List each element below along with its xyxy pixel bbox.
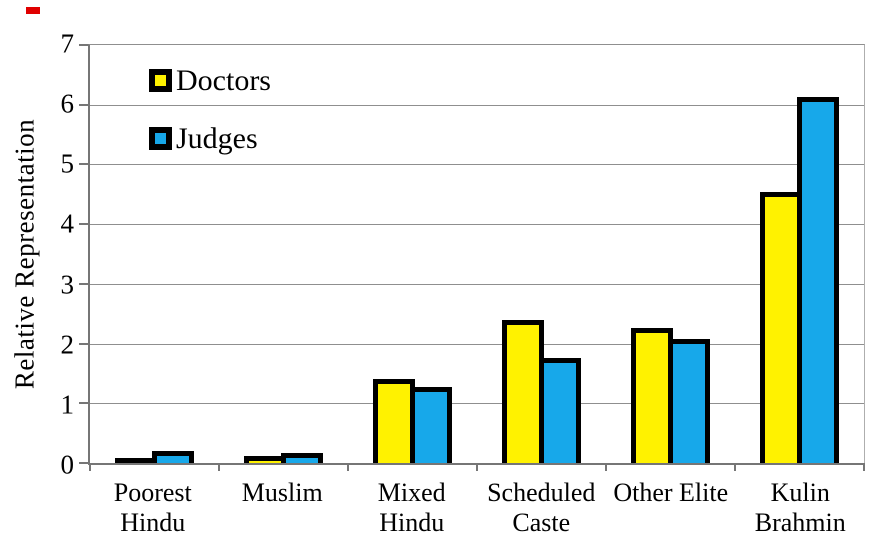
bar-judges-5 xyxy=(796,97,839,463)
bar-judges-4 xyxy=(667,338,710,463)
y-tick-mark-5 xyxy=(79,163,88,166)
y-tick-mark-2 xyxy=(79,342,88,345)
category-label-2: Mixed Hindu xyxy=(377,478,446,537)
x-tick-mark-3 xyxy=(476,463,478,471)
legend-item-judges: Judges xyxy=(149,121,271,155)
y-axis-tick-labels: 0 1 2 3 4 5 6 7 xyxy=(0,30,75,478)
gridline-y-2 xyxy=(90,343,864,345)
bar-doctors-3 xyxy=(501,319,544,463)
x-tick-mark-5 xyxy=(734,463,736,471)
x-tick-mark-1 xyxy=(217,463,220,471)
y-tick-label-5: 5 xyxy=(60,148,75,179)
bar-group-muslim xyxy=(219,45,348,463)
y-tick-mark-4 xyxy=(79,223,88,226)
gridline-y-6 xyxy=(90,104,864,106)
category-label-5: Kulin Brahmin xyxy=(754,478,846,537)
y-tick-mark-0 xyxy=(79,462,88,464)
y-tick-label-7: 7 xyxy=(60,28,75,59)
bar-judges-2 xyxy=(409,386,452,463)
plot-area xyxy=(79,44,865,471)
category-label-1: Muslim xyxy=(241,478,323,507)
x-tick-mark-4 xyxy=(604,463,607,471)
bar-doctors-1 xyxy=(243,455,286,463)
bar-group-mixed-hindu xyxy=(348,45,477,463)
category-label-0: Poorest Hindu xyxy=(113,478,192,537)
y-tick-label-6: 6 xyxy=(60,88,75,119)
x-tick-mark-0 xyxy=(89,463,91,471)
legend-swatch-doctors-icon xyxy=(149,69,172,92)
bar-doctors-5 xyxy=(759,192,802,463)
bar-group-scheduled-caste xyxy=(477,45,606,463)
bar-judges-1 xyxy=(280,453,323,463)
bar-judges-0 xyxy=(151,450,194,463)
x-tick-mark-6 xyxy=(863,463,865,471)
legend-swatch-judges-icon xyxy=(149,127,172,150)
y-tick-mark-3 xyxy=(79,282,88,285)
legend-label-judges: Judges xyxy=(176,121,258,155)
legend-item-doctors: Doctors xyxy=(149,63,271,97)
bar-doctors-4 xyxy=(630,328,673,463)
category-label-3: Scheduled Caste xyxy=(487,478,596,537)
y-tick-mark-1 xyxy=(79,402,88,405)
category-label-4: Other Elite xyxy=(613,478,729,507)
y-tick-label-4: 4 xyxy=(60,208,75,239)
y-tick-mark-6 xyxy=(79,103,88,106)
y-tick-mark-7 xyxy=(79,44,88,46)
bar-doctors-2 xyxy=(372,378,415,463)
bar-group-other-elite xyxy=(606,45,735,463)
gridline-y-4 xyxy=(90,224,864,226)
legend: Doctors Judges xyxy=(149,63,271,184)
y-tick-label-0: 0 xyxy=(60,449,75,480)
gridline-y-3 xyxy=(90,283,864,285)
bar-judges-3 xyxy=(538,358,581,463)
x-tick-mark-2 xyxy=(346,463,349,471)
y-tick-label-2: 2 xyxy=(60,329,75,360)
bar-group-poorest-hindu xyxy=(90,45,219,463)
gridline-y-1 xyxy=(90,403,864,405)
gridline-y-5 xyxy=(90,164,864,166)
red-corner-mark xyxy=(26,7,40,14)
legend-label-doctors: Doctors xyxy=(176,63,271,97)
y-tick-label-1: 1 xyxy=(60,389,75,420)
bar-group-kulin-brahmin xyxy=(735,45,864,463)
bar-doctors-0 xyxy=(114,457,157,463)
x-axis-category-labels: Poorest Hindu Muslim Mixed Hindu Scheduled Cas… xyxy=(88,478,865,554)
y-tick-label-3: 3 xyxy=(60,269,75,300)
